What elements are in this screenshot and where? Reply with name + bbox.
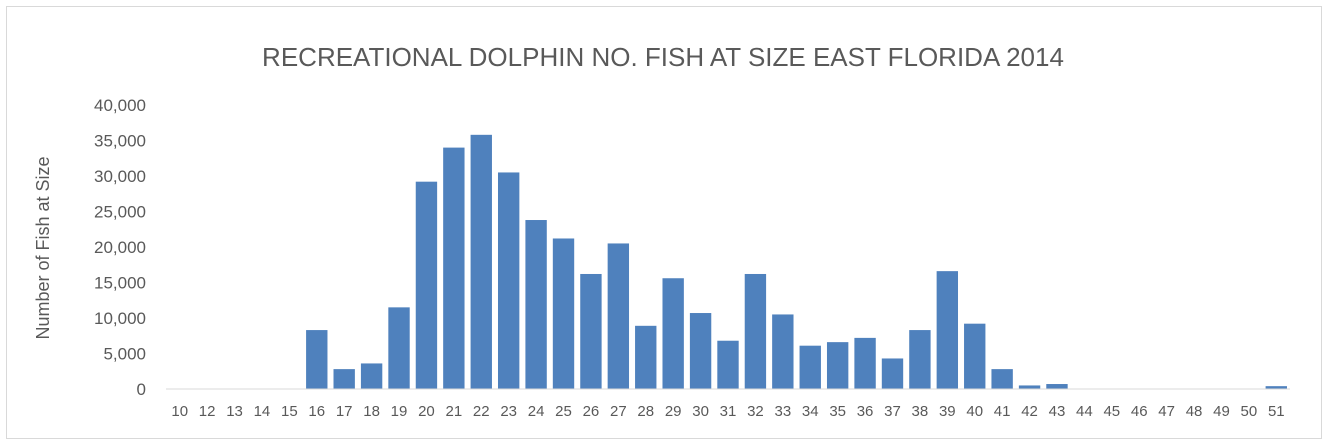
y-axis-ticks: 0 5,000 10,000 15,000 20,000 25,000 30,000 35,0…: [94, 96, 146, 399]
x-tick-label: 28: [637, 403, 654, 420]
bar-20: [415, 181, 438, 389]
x-tick-label: 35: [829, 403, 846, 420]
x-tick-label: 42: [1021, 403, 1038, 420]
bar-28: [635, 325, 657, 389]
x-tick-label: 34: [802, 403, 819, 420]
x-tick-label: 50: [1241, 403, 1258, 420]
x-tick-label: 41: [994, 403, 1011, 420]
x-tick-label: 40: [966, 403, 983, 420]
x-tick-label: 17: [336, 403, 353, 420]
bar-39: [936, 271, 959, 389]
bar-37: [881, 358, 904, 389]
x-tick-label: 45: [1103, 403, 1120, 420]
y-tick-label: 15,000: [94, 274, 146, 293]
bar-22: [470, 134, 492, 389]
bar-19: [388, 307, 410, 389]
x-tick-label: 38: [912, 403, 929, 420]
x-tick-label: 27: [610, 403, 627, 420]
bar-40: [964, 323, 986, 389]
bar-26: [580, 273, 602, 389]
bar-35: [826, 342, 849, 389]
x-tick-label: 39: [939, 403, 956, 420]
bar-27: [607, 243, 630, 389]
x-tick-label: 48: [1186, 403, 1203, 420]
x-tick-label: 30: [692, 403, 709, 420]
bar-23: [497, 172, 520, 389]
y-tick-label: 35,000: [94, 132, 146, 151]
x-tick-label: 10: [171, 403, 188, 420]
y-tick-label: 25,000: [94, 203, 146, 222]
x-tick-label: 21: [446, 403, 463, 420]
bar-18: [360, 363, 383, 389]
bar-33: [772, 314, 794, 389]
x-tick-label: 51: [1268, 403, 1285, 420]
x-tick-label: 12: [199, 403, 216, 420]
x-tick-label: 46: [1131, 403, 1148, 420]
x-tick-label: 36: [857, 403, 874, 420]
bar-51: [1265, 386, 1287, 389]
y-tick-label: 40,000: [94, 96, 146, 115]
x-tick-label: 15: [281, 403, 298, 420]
bar-43: [1046, 384, 1068, 389]
x-tick-label: 37: [884, 403, 901, 420]
x-tick-label: 14: [254, 403, 271, 420]
x-tick-label: 33: [774, 403, 791, 420]
x-tick-label: 13: [226, 403, 243, 420]
bar-32: [744, 273, 767, 389]
bar-25: [552, 238, 575, 389]
bar-series: [306, 134, 1287, 389]
bar-38: [909, 330, 931, 389]
x-tick-label: 26: [583, 403, 600, 420]
bar-42: [1018, 385, 1041, 389]
x-tick-label: 49: [1213, 403, 1230, 420]
x-tick-label: 43: [1049, 403, 1066, 420]
bar-17: [333, 369, 355, 389]
x-tick-label: 18: [363, 403, 380, 420]
y-tick-label: 10,000: [94, 309, 146, 328]
y-tick-label: 5,000: [103, 345, 146, 364]
bar-41: [991, 369, 1013, 389]
x-tick-label: 25: [555, 403, 572, 420]
x-tick-label: 31: [720, 403, 737, 420]
x-tick-label: 44: [1076, 403, 1093, 420]
x-tick-label: 19: [391, 403, 408, 420]
x-tick-label: 16: [308, 403, 325, 420]
x-tick-label: 20: [418, 403, 435, 420]
y-tick-label: 30,000: [94, 167, 146, 186]
x-tick-label: 24: [528, 403, 545, 420]
y-tick-label: 0: [137, 380, 146, 399]
x-tick-label: 23: [500, 403, 517, 420]
bar-24: [525, 220, 547, 389]
bar-34: [799, 345, 821, 389]
y-tick-label: 20,000: [94, 238, 146, 257]
x-axis-ticks: 10 12 13 14 15 16 17 18 19 20 21 22 23 24 25 26 27 28 29 30…: [171, 403, 1284, 420]
bar-16: [306, 330, 328, 389]
bar-21: [443, 147, 465, 389]
x-tick-label: 22: [473, 403, 490, 420]
bar-31: [717, 340, 739, 389]
y-axis-label: Number of Fish at Size: [33, 156, 53, 339]
x-tick-label: 29: [665, 403, 682, 420]
bar-36: [854, 337, 876, 389]
bar-29: [662, 278, 684, 389]
chart-title: RECREATIONAL DOLPHIN NO. FISH AT SIZE EA…: [262, 42, 1064, 72]
x-tick-label: 32: [747, 403, 764, 420]
bar-30: [689, 313, 712, 389]
x-tick-label: 47: [1158, 403, 1175, 420]
